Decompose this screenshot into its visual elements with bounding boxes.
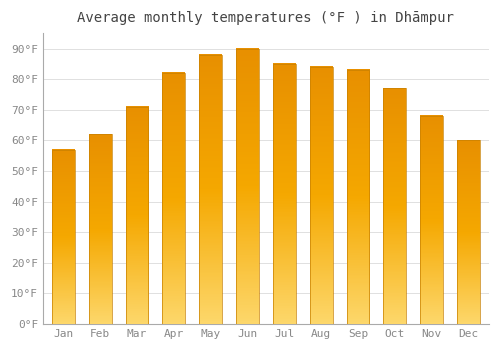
Bar <box>384 88 406 324</box>
Bar <box>310 67 332 324</box>
Bar <box>126 107 148 324</box>
Bar <box>162 73 185 324</box>
Title: Average monthly temperatures (°F ) in Dhāmpur: Average monthly temperatures (°F ) in Dh… <box>78 11 454 25</box>
Bar <box>52 149 74 324</box>
Bar <box>199 55 222 324</box>
Bar <box>346 70 370 324</box>
Bar <box>457 140 480 324</box>
Bar <box>236 49 259 324</box>
Bar <box>273 64 296 324</box>
Bar <box>88 134 112 324</box>
Bar <box>420 116 443 324</box>
